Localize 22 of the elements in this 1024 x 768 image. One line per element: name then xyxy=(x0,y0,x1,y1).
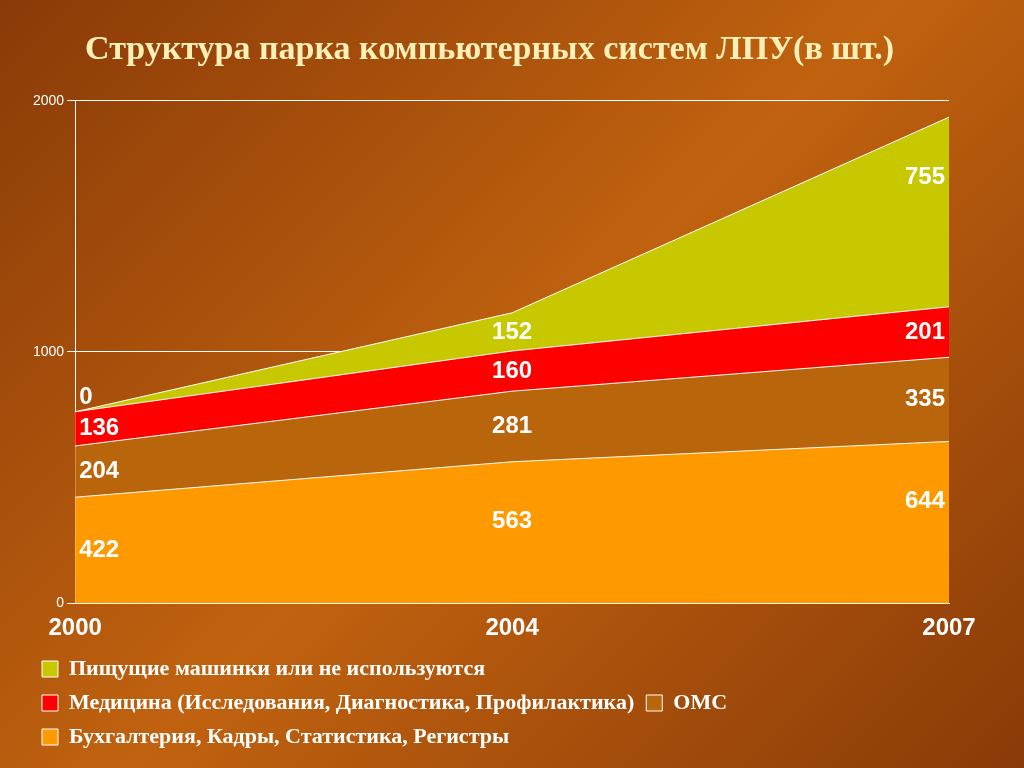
legend-label: ОМС xyxy=(673,688,728,714)
data-label: 335 xyxy=(904,383,945,411)
x-tick-label: 2004 xyxy=(485,613,540,641)
legend-label: Бухгалтерия, Кадры, Статистика, Регистры xyxy=(69,722,510,748)
x-tick-label: 2007 xyxy=(922,613,976,641)
data-label: 281 xyxy=(492,411,533,439)
y-tick-label: 2000 xyxy=(32,91,65,108)
data-label: 644 xyxy=(904,486,946,514)
data-label: 160 xyxy=(492,355,533,383)
data-label: 152 xyxy=(492,316,533,344)
chart-title: Структура парка компьютерных систем ЛПУ(в шт.) xyxy=(85,29,894,68)
y-tick-label: 0 xyxy=(56,594,65,611)
data-label: 136 xyxy=(79,413,120,441)
data-label: 201 xyxy=(904,316,945,344)
data-label: 422 xyxy=(79,534,120,562)
legend-label: Медицина (Исследования, Диагностика, Профилактика) xyxy=(69,688,635,714)
data-label: 0 xyxy=(79,382,93,410)
y-tick-label: 1000 xyxy=(32,342,65,359)
data-label: 204 xyxy=(79,456,120,484)
data-label: 755 xyxy=(904,161,945,189)
legend-label: Пищущие машинки или не используются xyxy=(69,654,486,680)
data-label: 563 xyxy=(492,506,533,534)
